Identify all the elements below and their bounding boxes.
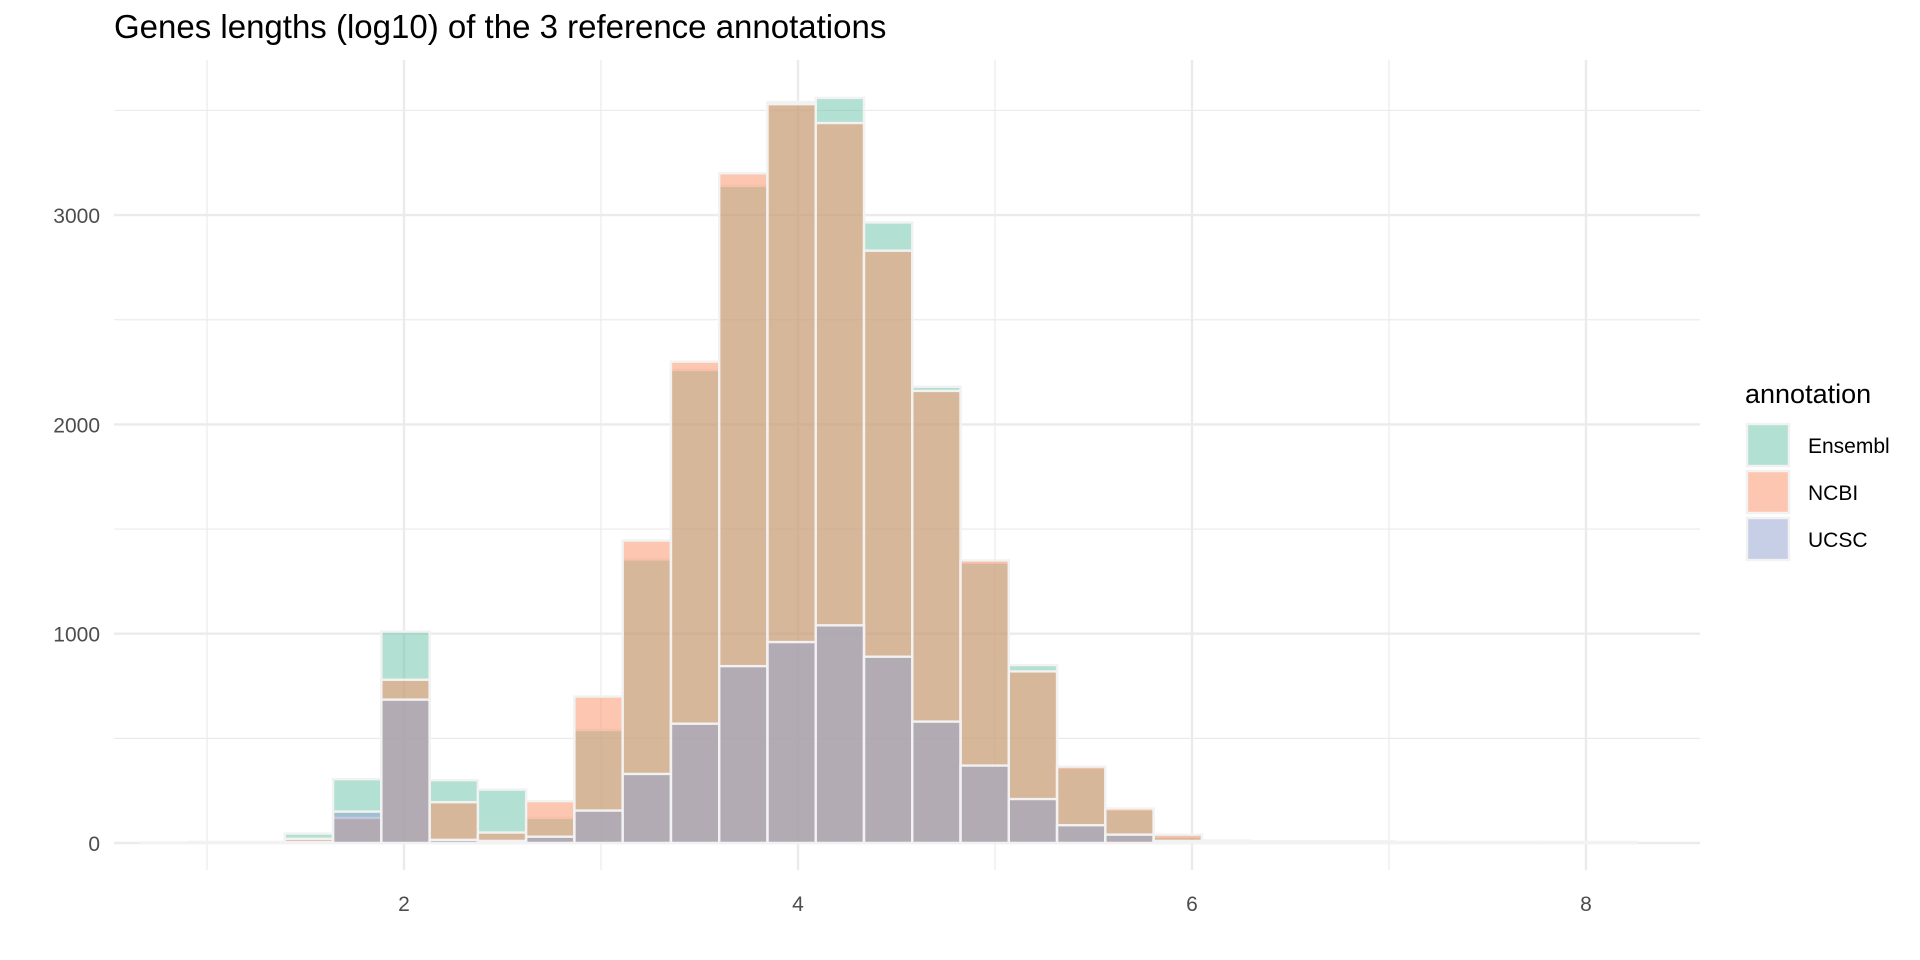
bar-ucsc xyxy=(1104,833,1155,845)
legend-key-ensembl xyxy=(1745,422,1791,468)
legend-key-ncbi xyxy=(1745,469,1791,515)
bar-ucsc xyxy=(814,624,866,845)
legend-label-ensembl: Ensembl xyxy=(1808,435,1890,458)
bar-ucsc xyxy=(1152,839,1204,845)
bar-ncbi xyxy=(235,841,287,845)
x-tick-label: 6 xyxy=(1186,893,1198,916)
y-tick-label: 0 xyxy=(88,833,100,856)
bar-ucsc xyxy=(1055,824,1107,845)
bar-ucsc xyxy=(1007,797,1059,845)
chart-title: Genes lengths (log10) of the 3 reference… xyxy=(114,8,886,45)
bar-ucsc xyxy=(911,720,962,845)
bar-ucsc xyxy=(621,772,673,845)
legend: annotation Ensembl NCBI UCSC xyxy=(1745,379,1890,562)
bar-ucsc xyxy=(524,835,576,845)
legend-title: annotation xyxy=(1745,379,1871,409)
axis-tick-labels: 2 4 6 8 0 1000 2000 3000 xyxy=(53,205,1592,916)
bar-ucsc xyxy=(669,722,721,845)
bar-ucsc xyxy=(766,640,817,845)
legend-label-ucsc: UCSC xyxy=(1808,529,1868,552)
y-tick-label: 2000 xyxy=(53,414,100,437)
bar-ucsc xyxy=(380,698,431,845)
y-tick-label: 3000 xyxy=(53,205,100,228)
bar-ucsc xyxy=(862,655,914,845)
legend-key-ucsc xyxy=(1745,516,1791,562)
x-tick-label: 4 xyxy=(792,893,804,916)
bar-ucsc xyxy=(959,764,1010,845)
bar-ucsc xyxy=(476,839,528,845)
bar-ucsc xyxy=(573,809,624,845)
bar-ncbi xyxy=(187,841,238,845)
x-tick-label: 2 xyxy=(398,893,410,916)
bar-ucsc xyxy=(331,810,383,845)
x-tick-label: 8 xyxy=(1580,893,1592,916)
bar-ucsc xyxy=(283,840,335,845)
bar-ucsc xyxy=(428,838,480,845)
bar-ncbi xyxy=(428,800,480,845)
bar-ucsc xyxy=(1200,841,1252,845)
histogram-bars xyxy=(138,96,1638,845)
legend-label-ncbi: NCBI xyxy=(1808,482,1858,505)
bar-ucsc xyxy=(718,664,769,845)
y-tick-label: 1000 xyxy=(53,624,100,647)
